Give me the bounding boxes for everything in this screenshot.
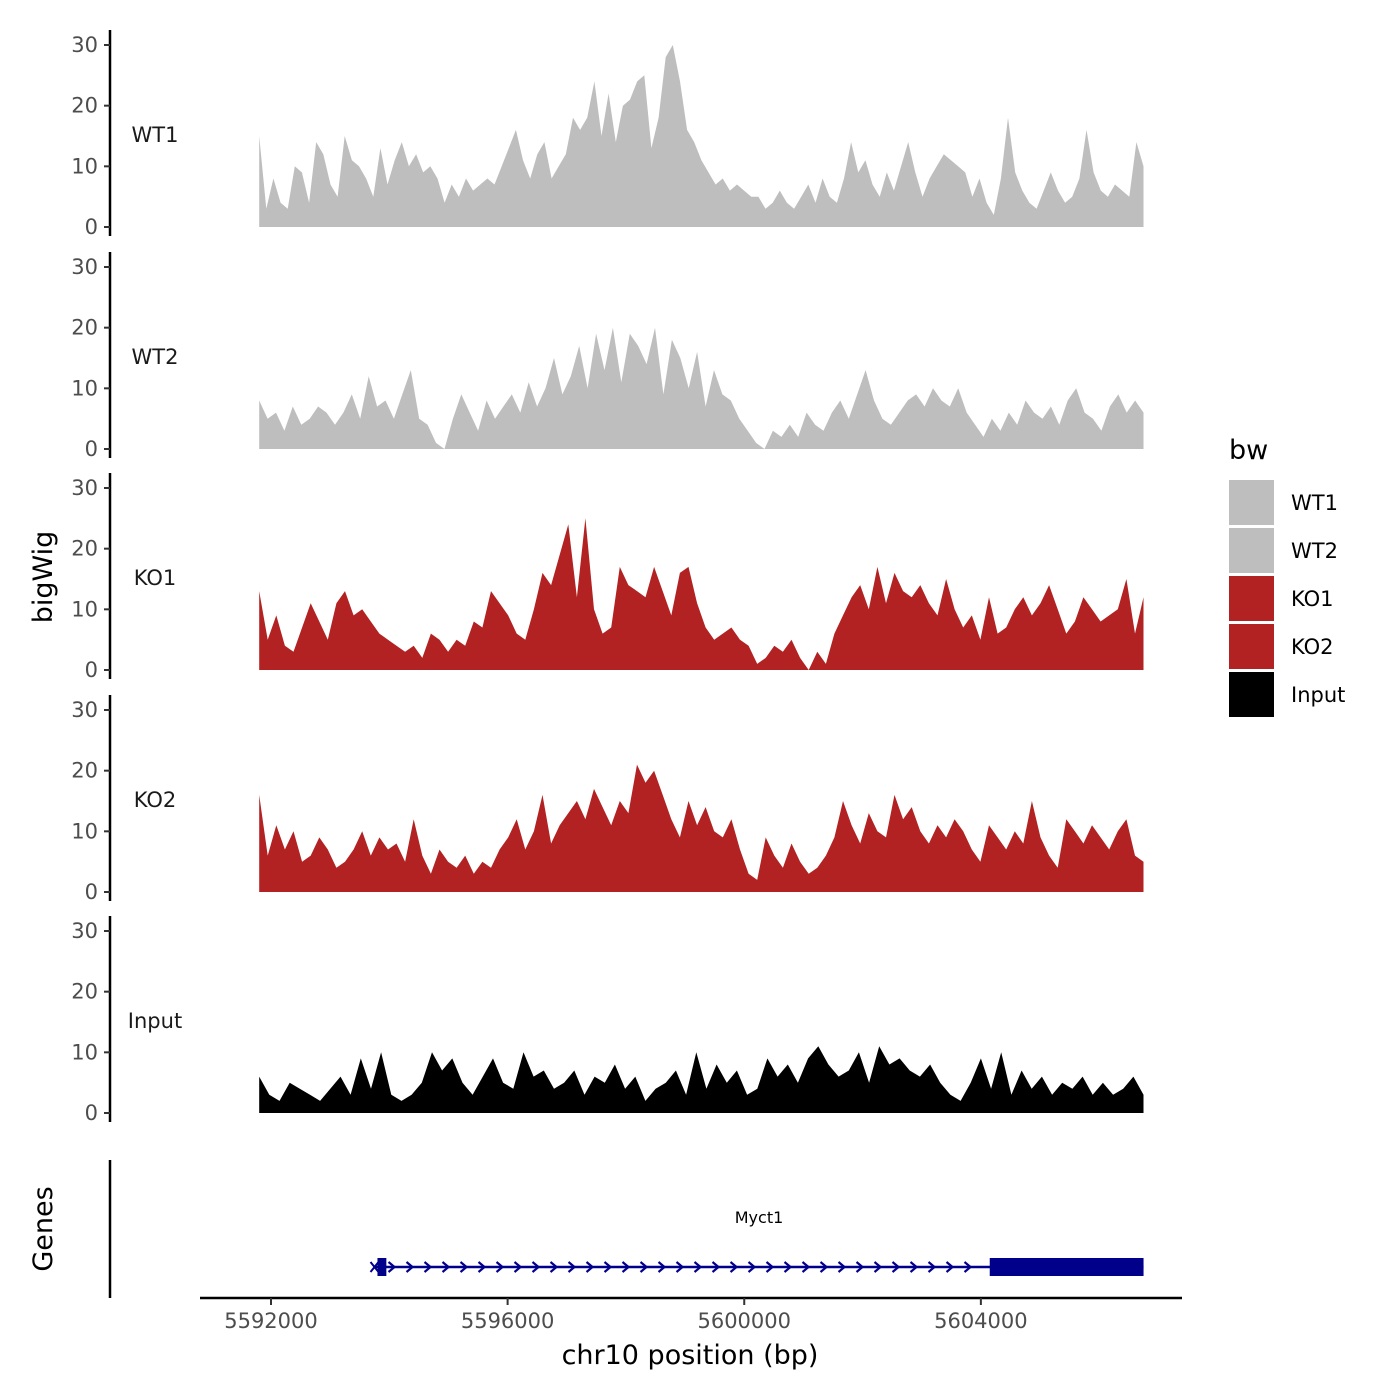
area-ko1 <box>259 518 1144 670</box>
y-tick-label: 0 <box>85 880 98 904</box>
gene-name-label: Myct1 <box>735 1208 784 1227</box>
tss-marker <box>369 1261 380 1273</box>
strand-arrow <box>747 1261 757 1273</box>
strand-arrow <box>819 1261 829 1273</box>
track-label: KO1 <box>134 566 177 590</box>
y-tick-label: 0 <box>85 1101 98 1125</box>
x-tick-label: 5596000 <box>461 1309 555 1333</box>
legend-label-ko2: KO2 <box>1291 635 1334 659</box>
track-label: Input <box>128 1009 182 1033</box>
strand-arrow <box>387 1261 397 1273</box>
strand-arrow <box>711 1261 721 1273</box>
strand-arrow <box>837 1261 847 1273</box>
y-tick-label: 0 <box>85 215 98 239</box>
strand-arrow <box>891 1261 901 1273</box>
strand-arrow <box>909 1261 919 1273</box>
legend-title: bw <box>1229 435 1268 466</box>
x-tick-label: 5600000 <box>697 1309 791 1333</box>
y-tick-label: 10 <box>71 376 98 400</box>
x-tick-label: 5604000 <box>934 1309 1028 1333</box>
y-tick-label: 30 <box>71 476 98 500</box>
strand-arrow <box>657 1261 667 1273</box>
y-tick-label: 0 <box>85 658 98 682</box>
strand-arrow <box>495 1261 505 1273</box>
strand-arrow <box>585 1261 595 1273</box>
legend-label-input: Input <box>1291 683 1345 707</box>
genes-axis-title: Genes <box>28 1186 59 1271</box>
exon <box>377 1258 387 1276</box>
strand-arrow <box>675 1261 685 1273</box>
y-tick-label: 20 <box>71 94 98 118</box>
strand-arrow <box>567 1261 577 1273</box>
x-axis: 5592000 5596000 5600000 5604000 <box>200 1296 1182 1333</box>
y-tick-label: 10 <box>71 154 98 178</box>
y-tick-label: 30 <box>71 255 98 279</box>
strand-arrow <box>459 1261 469 1273</box>
strand-arrow <box>405 1261 415 1273</box>
legend-label-wt2: WT2 <box>1291 539 1338 563</box>
strand-arrow <box>963 1261 973 1273</box>
legend: bw WT1 WT2 KO1 KO2 Input <box>1229 435 1345 717</box>
y-tick-label: 30 <box>71 919 98 943</box>
strand-arrow <box>423 1261 433 1273</box>
strand-arrow <box>765 1261 775 1273</box>
track-ko2: 0 10 20 30 KO2 <box>71 695 1144 904</box>
strand-arrow <box>639 1261 649 1273</box>
legend-label-ko1: KO1 <box>1291 587 1334 611</box>
track-label: WT2 <box>132 345 179 369</box>
x-tick-label: 5592000 <box>224 1309 318 1333</box>
strand-arrow <box>549 1261 559 1273</box>
strand-arrow <box>513 1261 523 1273</box>
y-axis-title: bigWig <box>28 531 59 624</box>
strand-arrow <box>603 1261 613 1273</box>
track-wt2: 0 10 20 30 WT2 <box>71 252 1144 461</box>
strand-arrow <box>621 1261 631 1273</box>
y-tick-label: 30 <box>71 698 98 722</box>
strand-arrow <box>801 1261 811 1273</box>
y-tick-label: 10 <box>71 1040 98 1064</box>
track-label: WT1 <box>132 123 179 147</box>
legend-swatch-ko1 <box>1229 576 1274 621</box>
strand-arrow <box>873 1261 883 1273</box>
area-wt2 <box>259 327 1144 449</box>
tracks-layer: 0 10 20 30 WT1 0 10 20 30 WT2 0 10 20 30 KO1 0 10 20 30 KO2… <box>71 30 1144 1125</box>
y-tick-label: 10 <box>71 819 98 843</box>
legend-swatch-ko2 <box>1229 624 1274 669</box>
strand-arrow <box>729 1261 739 1273</box>
strand-arrow <box>477 1261 487 1273</box>
strand-arrow <box>927 1261 937 1273</box>
strand-arrow <box>945 1261 955 1273</box>
strand-arrow <box>783 1261 793 1273</box>
legend-swatch-wt1 <box>1229 480 1274 525</box>
track-input: 0 10 20 30 Input <box>71 916 1144 1125</box>
strand-arrow <box>531 1261 541 1273</box>
area-wt1 <box>259 45 1144 227</box>
y-tick-label: 20 <box>71 537 98 561</box>
exon <box>989 1258 1144 1276</box>
y-tick-label: 0 <box>85 437 98 461</box>
y-tick-label: 20 <box>71 316 98 340</box>
track-ko1: 0 10 20 30 KO1 <box>71 473 1144 682</box>
track-label: KO2 <box>134 788 177 812</box>
area-input <box>259 1046 1144 1113</box>
strand-arrow <box>693 1261 703 1273</box>
legend-label-wt1: WT1 <box>1291 491 1338 515</box>
strand-arrow <box>855 1261 865 1273</box>
legend-swatch-wt2 <box>1229 528 1274 573</box>
strand-arrow <box>441 1261 451 1273</box>
gene-track: Myct1 <box>108 1160 1144 1298</box>
y-tick-label: 20 <box>71 759 98 783</box>
y-tick-label: 30 <box>71 33 98 57</box>
y-tick-label: 10 <box>71 597 98 621</box>
x-axis-title: chr10 position (bp) <box>562 1340 819 1371</box>
legend-swatch-input <box>1229 672 1274 717</box>
track-wt1: 0 10 20 30 WT1 <box>71 30 1144 239</box>
y-tick-label: 20 <box>71 980 98 1004</box>
area-ko2 <box>259 764 1144 892</box>
